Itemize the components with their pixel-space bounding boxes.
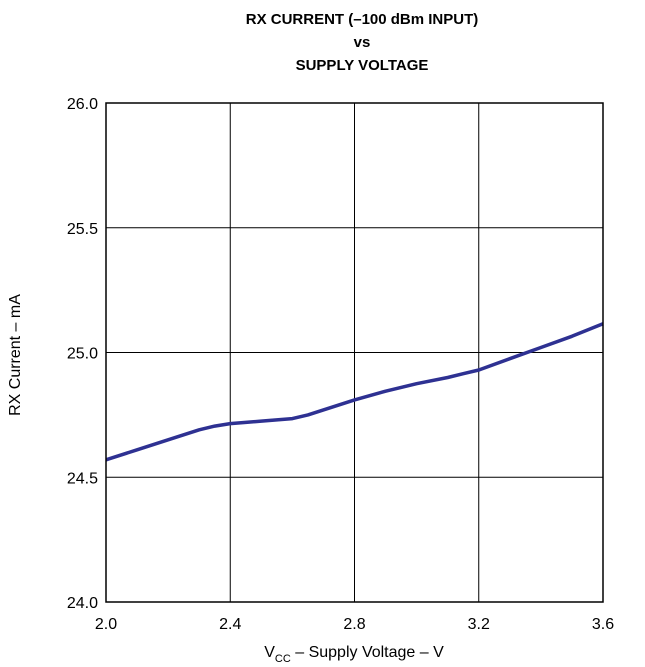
x-tick-label: 2.8 — [343, 616, 365, 633]
title-line-2: vs — [354, 34, 371, 51]
x-tick-label: 3.2 — [468, 616, 490, 633]
chart-title: RX CURRENT (–100 dBm INPUT) vs SUPPLY VO… — [246, 11, 479, 74]
title-line-3: SUPPLY VOLTAGE — [296, 57, 429, 74]
x-tick-label: 2.0 — [95, 616, 117, 633]
x-axis-label-subscript: CC — [275, 653, 291, 665]
x-axis-label-main: V — [264, 644, 275, 661]
rx-current-line — [105, 322, 604, 462]
x-axis-label: VCC – Supply Voltage – V — [264, 644, 444, 665]
x-tick-label: 3.6 — [592, 616, 614, 633]
y-tick-labels: 24.0 24.5 25.0 25.5 26.0 — [67, 96, 98, 612]
x-tick-label: 2.4 — [219, 616, 241, 633]
title-line-1: RX CURRENT (–100 dBm INPUT) — [246, 11, 479, 28]
plot-frame — [105, 102, 604, 603]
x-tick-labels: 2.0 2.4 2.8 3.2 3.6 — [95, 616, 614, 633]
y-axis-label: RX Current – mA — [7, 294, 24, 416]
y-tick-label: 25.0 — [67, 346, 98, 363]
y-tick-label: 26.0 — [67, 96, 98, 113]
x-axis-label-rest: – Supply Voltage – V — [291, 644, 444, 661]
y-tick-label: 24.0 — [67, 595, 98, 612]
y-tick-label: 25.5 — [67, 221, 98, 238]
series — [105, 322, 604, 462]
y-tick-label: 24.5 — [67, 470, 98, 487]
